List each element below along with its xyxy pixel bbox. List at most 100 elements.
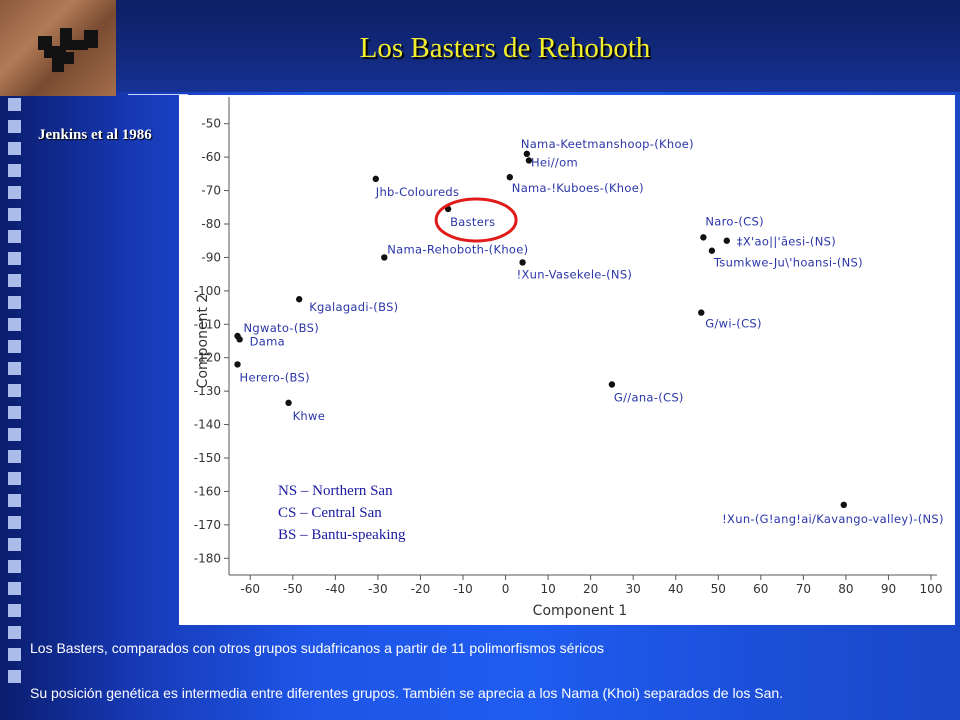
x-tick-label: -50 [283,582,303,596]
decorative-square [8,450,21,463]
point-label: Nama-!Kuboes-(Khoe) [512,181,644,195]
decorative-square [8,274,21,287]
x-tick-label: 80 [838,582,853,596]
y-tick-label: -150 [194,451,221,465]
data-point [372,175,379,183]
decorative-square [8,164,21,177]
point-label: Khwe [293,409,326,423]
y-tick-label: -80 [201,217,221,231]
y-tick-label: -130 [194,384,221,398]
decorative-square [8,560,21,573]
decorative-square [8,472,21,485]
x-tick-label: 100 [920,582,943,596]
decorative-square [8,296,21,309]
data-point [285,399,292,407]
data-point [698,309,705,316]
data-point [708,247,716,254]
decorative-square [8,252,21,265]
decorative-square [8,406,21,419]
data-point [723,237,730,244]
y-tick-label: -160 [194,484,221,498]
data-point [296,296,303,303]
data-point [608,381,616,388]
decorative-square [8,362,21,375]
y-tick-label: -170 [194,518,221,532]
x-tick-label: 70 [796,582,811,596]
point-label: Tsumkwe-Ju\'hoansi-(NS) [713,256,863,270]
decorative-square [8,516,21,529]
point-label: G//ana-(CS) [614,390,684,404]
y-tick-label: -70 [201,184,221,198]
data-point [840,501,847,508]
caption-line-2: Su posición genética es intermedia entre… [30,685,784,701]
decorative-square [8,142,21,155]
x-tick-label: -60 [240,582,260,596]
data-point [523,150,531,157]
highlight-ellipse [434,197,518,243]
title-band [0,0,960,92]
legend-entry: NS – Northern San [278,483,393,499]
x-tick-label: 10 [540,582,555,596]
y-axis-title: Component 2 [195,294,211,389]
point-label: !Xun-Vasekele-(NS) [517,267,633,281]
y-tick-label: -180 [194,551,221,565]
x-tick-label: 50 [711,582,726,596]
data-point [700,234,707,241]
x-tick-label: -10 [453,582,473,596]
point-label: Herero-(BS) [240,370,310,384]
decorative-square [8,428,21,441]
x-tick-label: 0 [502,582,510,596]
decorative-square [8,626,21,639]
x-axis-title: Component 1 [533,603,628,619]
university-logo [0,0,116,96]
x-tick-label: 30 [626,582,641,596]
y-tick-label: -90 [201,250,221,264]
decorative-square [8,120,21,133]
data-point [234,361,241,368]
data-point [236,336,243,343]
point-label: Basters [450,215,495,229]
decorative-square [8,230,21,243]
point-label: Hei//om [531,155,578,169]
point-label: Nama-Rehoboth-(Khoe) [387,242,528,256]
decorative-square [8,670,21,683]
decorative-square [8,384,21,397]
x-tick-label: 40 [668,582,683,596]
point-label: G/wi-(CS) [705,317,762,331]
decorative-square [8,318,21,331]
decorative-square [8,538,21,551]
decorative-square [8,604,21,617]
decorative-square [8,494,21,507]
decorative-square [8,648,21,661]
data-point [381,254,388,261]
y-tick-label: -140 [194,418,221,432]
y-tick-label: -110 [194,317,221,331]
x-tick-label: 90 [881,582,896,596]
x-tick-label: 20 [583,582,598,596]
decorative-square [8,98,21,111]
y-tick-label: -120 [194,351,221,365]
decorative-square-strip [8,98,26,698]
point-label: !Xun-(G!ang!ai/Kavango-valley)-(NS) [722,512,944,526]
data-point [519,259,526,266]
x-tick-label: -40 [326,582,346,596]
legend-entry: BS – Bantu-speaking [278,527,406,543]
point-label: Kgalagadi-(BS) [309,300,398,314]
slide-title: Los Basters de Rehoboth [359,32,651,64]
y-tick-label: -60 [201,150,221,164]
y-tick-label: -100 [194,284,221,298]
point-label: Dama [250,334,285,348]
decorative-square [8,340,21,353]
y-tick-label: -50 [201,117,221,131]
decorative-square [8,208,21,221]
point-label: Jhb-Coloureds [375,185,459,199]
data-point [506,174,513,181]
decorative-square [8,186,21,199]
point-label: Nama-Keetmanshoop-(Khoe) [521,137,694,151]
point-label: Naro-(CS) [705,214,764,228]
x-tick-label: -30 [368,582,388,596]
decorative-square [8,582,21,595]
point-label: Ngwato-(BS) [244,321,320,335]
x-tick-label: -20 [411,582,431,596]
title-divider [128,94,188,95]
